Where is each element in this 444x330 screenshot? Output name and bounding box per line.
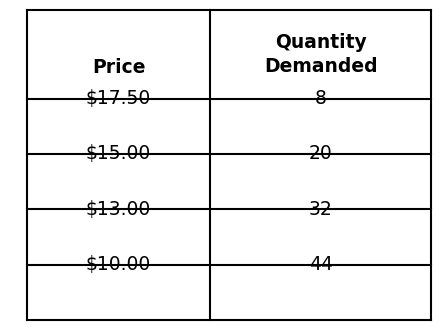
Text: Quantity
Demanded: Quantity Demanded xyxy=(264,33,377,76)
Text: 8: 8 xyxy=(315,89,326,108)
Text: $13.00: $13.00 xyxy=(86,200,151,219)
Text: $17.50: $17.50 xyxy=(86,89,151,108)
Text: $10.00: $10.00 xyxy=(86,255,151,274)
Text: $15.00: $15.00 xyxy=(86,145,151,163)
Text: 44: 44 xyxy=(309,255,333,274)
Text: Price: Price xyxy=(92,58,145,77)
Text: 20: 20 xyxy=(309,145,333,163)
Text: 32: 32 xyxy=(309,200,333,219)
